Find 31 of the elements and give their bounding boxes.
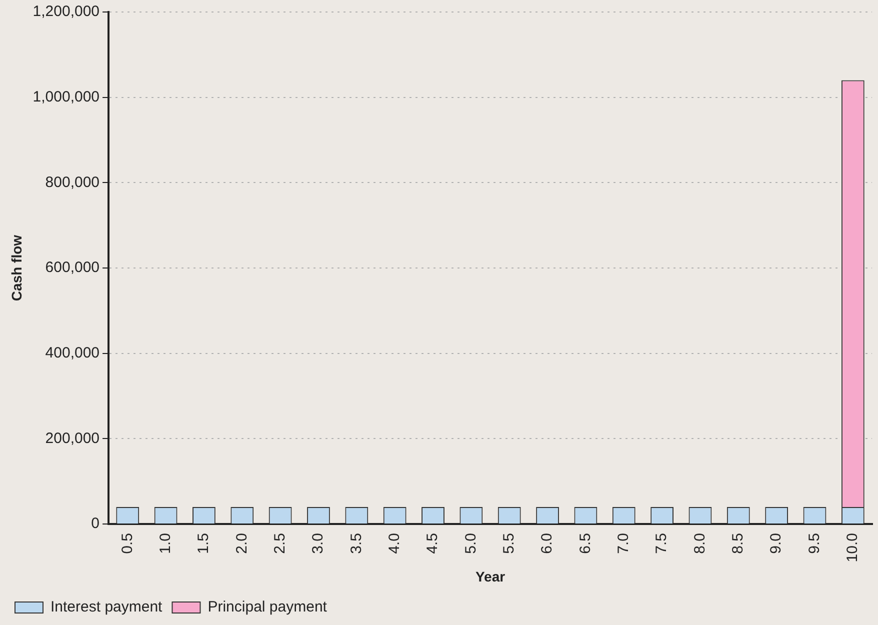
- x-tick-label: 1.5: [195, 533, 212, 554]
- x-tick-label: 7.5: [653, 533, 670, 554]
- x-tick-label: 6.5: [576, 533, 594, 554]
- x-tick-label: 9.0: [768, 533, 785, 554]
- x-tick-label: 6.0: [538, 533, 556, 554]
- y-tick-label: 800,000: [45, 174, 100, 191]
- x-tick-label: 10.0: [844, 533, 862, 562]
- x-tick-label: 3.5: [348, 533, 365, 554]
- x-tick-label: 1.0: [156, 533, 174, 554]
- x-tick-label: 4.0: [386, 533, 403, 554]
- x-tick-label: 2.5: [271, 533, 288, 554]
- y-tick-label: 600,000: [45, 259, 100, 276]
- x-tick-label: 8.0: [691, 533, 708, 554]
- x-tick-label: 9.5: [806, 533, 823, 554]
- x-tick-label: 5.0: [462, 533, 480, 554]
- x-tick-label: 2.0: [233, 533, 250, 554]
- y-tick-label: 200,000: [45, 430, 100, 447]
- x-tick-label: 0.5: [118, 533, 136, 554]
- y-axis-title: Cash flow: [8, 234, 24, 302]
- legend-label: Principal payment: [208, 598, 328, 616]
- x-tick-label: 4.5: [424, 533, 442, 554]
- y-tick-label: 1,200,000: [32, 3, 100, 20]
- x-tick-label: 7.0: [615, 533, 632, 554]
- x-tick-label: 5.5: [500, 533, 518, 554]
- x-tick-label: 3.0: [310, 533, 327, 554]
- x-tick-label: 8.5: [730, 533, 747, 554]
- y-tick-label: 400,000: [45, 344, 100, 362]
- x-axis-title: Year: [475, 568, 506, 584]
- y-tick-label: 0: [91, 515, 100, 532]
- y-tick-label: 1,000,000: [32, 88, 100, 106]
- legend-label: Interest payment: [50, 598, 164, 616]
